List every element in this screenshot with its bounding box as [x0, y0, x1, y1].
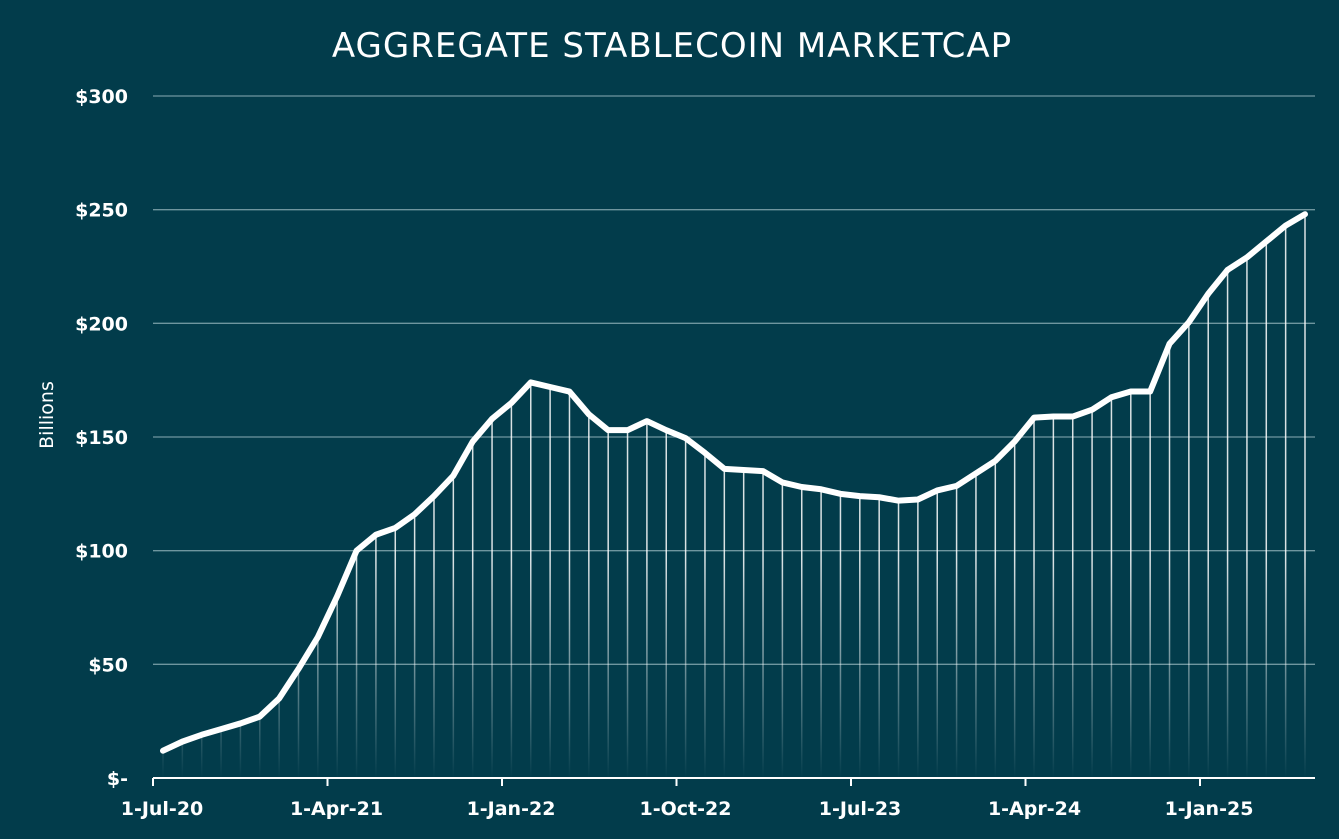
y-tick-label: $250 [75, 200, 128, 222]
chart-title: AGGREGATE STABLECOIN MARKETCAP [332, 26, 1012, 66]
x-tick-label: 1-Apr-24 [988, 798, 1081, 820]
series-line [160, 211, 1308, 754]
y-tick-label: $150 [75, 427, 128, 449]
x-tick-label: 1-Jul-23 [819, 798, 902, 820]
x-tick-label: 1-Jan-25 [1165, 798, 1254, 820]
x-tick-label: 1-Jan-22 [467, 798, 556, 820]
y-tick-label: $300 [75, 86, 128, 108]
x-tick-label: 1-Apr-21 [290, 798, 383, 820]
y-tick-label: $- [107, 768, 128, 790]
y-tick-label: $50 [88, 654, 128, 676]
y-tick-label: $100 [75, 541, 128, 563]
y-tick-label: $200 [75, 313, 128, 335]
y-axis-label: Billions [36, 381, 58, 449]
x-tick-label: 1-Oct-22 [640, 798, 732, 820]
x-tick-label: 1-Jul-20 [121, 798, 204, 820]
